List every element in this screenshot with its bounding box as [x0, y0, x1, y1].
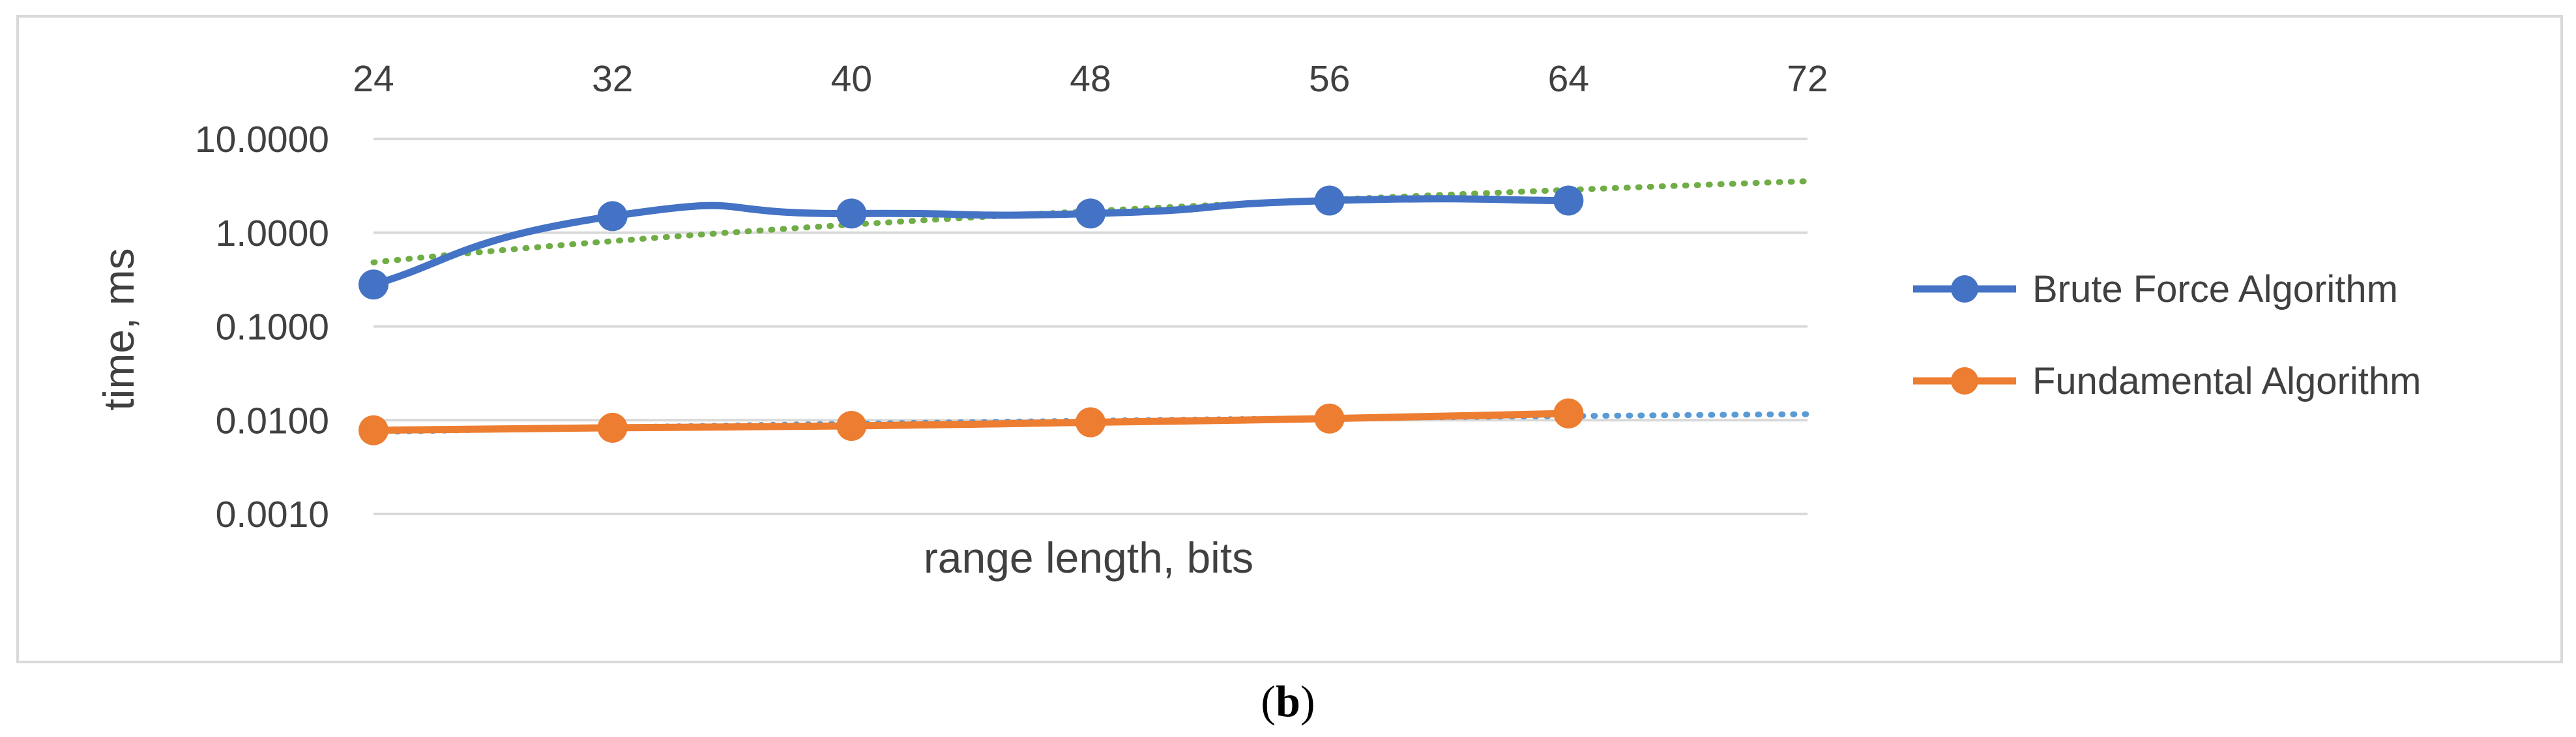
x-tick-label-6: 72: [1787, 58, 1828, 100]
caption-close: ): [1300, 676, 1315, 726]
legend-label-brute-force: Brute Force Algorithm: [2032, 268, 2398, 310]
data-point-s0-2: [836, 198, 867, 229]
y-tick-label-3: 0.0100: [216, 400, 329, 442]
data-point-s1-5: [1553, 398, 1584, 429]
data-point-s1-3: [1076, 407, 1105, 438]
data-point-s0-1: [597, 201, 628, 232]
x-tick-label-0: 24: [353, 58, 394, 100]
y-axis-title: time, ms: [95, 248, 143, 410]
data-point-s1-2: [836, 410, 867, 441]
caption-letter: b: [1276, 676, 1300, 726]
chart-frame: [16, 15, 2563, 663]
data-point-s1-0: [359, 415, 388, 445]
data-point-s1-1: [597, 412, 628, 443]
y-tick-label-0: 10.0000: [195, 119, 329, 160]
y-tick-label-4: 0.0010: [216, 494, 329, 535]
legend-swatch-marker: [1951, 367, 1978, 395]
x-axis-title: range length, bits: [924, 534, 1253, 582]
y-tick-label-1: 1.0000: [216, 213, 329, 254]
data-point-s0-5: [1553, 185, 1584, 216]
legend-label-fundamental: Fundamental Algorithm: [2032, 360, 2421, 402]
data-point-s1-4: [1314, 403, 1345, 434]
legend: Brute Force Algorithm Fundamental Algori…: [1913, 268, 2421, 402]
x-tick-label-1: 32: [592, 58, 633, 100]
legend-entry-brute-force: Brute Force Algorithm: [1913, 268, 2398, 310]
x-tick-label-3: 48: [1070, 58, 1111, 100]
x-tick-label-4: 56: [1309, 58, 1350, 100]
data-point-s0-0: [359, 269, 388, 300]
y-tick-labels: 10.0000 1.0000 0.1000 0.0100 0.0010: [195, 119, 329, 535]
figure-caption: (b): [1261, 676, 1315, 726]
y-tick-label-2: 0.1000: [216, 307, 329, 348]
caption-open: (: [1261, 676, 1276, 726]
data-point-s0-3: [1076, 198, 1105, 229]
data-point-s0-4: [1314, 185, 1345, 216]
x-tick-label-5: 64: [1548, 58, 1589, 100]
legend-entry-fundamental: Fundamental Algorithm: [1913, 360, 2421, 402]
x-tick-labels: 24 32 40 48 56 64 72: [353, 58, 1828, 100]
series-markers: [359, 185, 1584, 445]
x-tick-label-2: 40: [831, 58, 872, 100]
legend-swatch-marker: [1951, 275, 1978, 303]
